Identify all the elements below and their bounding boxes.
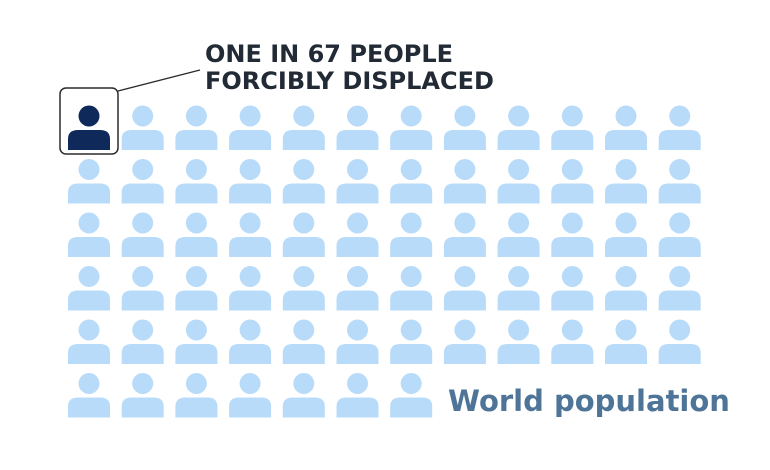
person-icon: [121, 373, 164, 418]
person-icon: [68, 373, 110, 418]
person-icon: [497, 212, 540, 257]
person-icon: [121, 266, 164, 311]
person-icon: [658, 319, 701, 364]
person-icon: [497, 105, 540, 150]
person-icon: [390, 105, 433, 150]
person-icon: [658, 266, 701, 311]
person-icon: [282, 212, 325, 257]
person-icon: [121, 159, 164, 204]
person-icon: [336, 319, 379, 364]
person-icon: [390, 373, 433, 418]
icon-grid: [68, 105, 701, 418]
person-icon: [336, 159, 379, 204]
person-icon: [551, 105, 594, 150]
person-icon: [175, 212, 218, 257]
headline-line-1: ONE IN 67 PEOPLE: [205, 40, 453, 68]
person-icon: [605, 266, 647, 311]
person-icon: [68, 266, 110, 311]
person-icon: [68, 212, 110, 257]
person-icon: [605, 159, 647, 204]
person-icon: [121, 105, 164, 150]
person-icon: [551, 319, 594, 364]
person-icon: [390, 212, 433, 257]
person-icon: [443, 266, 486, 311]
person-icon: [175, 105, 218, 150]
person-icon: [497, 266, 540, 311]
highlight-box: [59, 87, 119, 155]
person-icon: [605, 212, 647, 257]
person-icon: [658, 105, 701, 150]
person-icon: [229, 159, 272, 204]
person-icon: [175, 159, 218, 204]
person-icon: [497, 159, 540, 204]
person-icon: [68, 319, 110, 364]
person-icon: [390, 159, 433, 204]
callout-line: [117, 69, 201, 92]
person-icon: [175, 266, 218, 311]
person-icon: [605, 105, 647, 150]
person-icon: [282, 319, 325, 364]
person-icon: [390, 319, 433, 364]
person-icon: [336, 373, 379, 418]
person-icon: [551, 212, 594, 257]
world-population-label: World population: [448, 384, 730, 418]
person-icon: [229, 212, 272, 257]
person-icon: [175, 373, 218, 418]
person-icon: [390, 266, 433, 311]
person-icon: [336, 266, 379, 311]
highlighted-person-icon: [68, 105, 110, 150]
person-icon: [121, 212, 164, 257]
person-icon: [282, 266, 325, 311]
person-icon: [229, 319, 272, 364]
person-icon: [229, 105, 272, 150]
person-icon: [551, 266, 594, 311]
person-icon: [175, 319, 218, 364]
headline-line-2: FORCIBLY DISPLACED: [205, 67, 494, 95]
person-icon: [282, 105, 325, 150]
person-icon: [443, 212, 486, 257]
person-icon: [443, 105, 486, 150]
person-icon: [68, 159, 110, 204]
person-icon: [658, 159, 701, 204]
person-icon: [658, 212, 701, 257]
person-icon: [121, 319, 164, 364]
person-icon: [282, 373, 325, 418]
person-icon: [229, 266, 272, 311]
person-icon: [443, 159, 486, 204]
person-icon: [605, 319, 647, 364]
person-icon: [336, 212, 379, 257]
person-icon: [497, 319, 540, 364]
person-icon: [229, 373, 272, 418]
person-icon: [282, 159, 325, 204]
person-icon: [443, 319, 486, 364]
person-icon: [551, 159, 594, 204]
person-icon: [336, 105, 379, 150]
